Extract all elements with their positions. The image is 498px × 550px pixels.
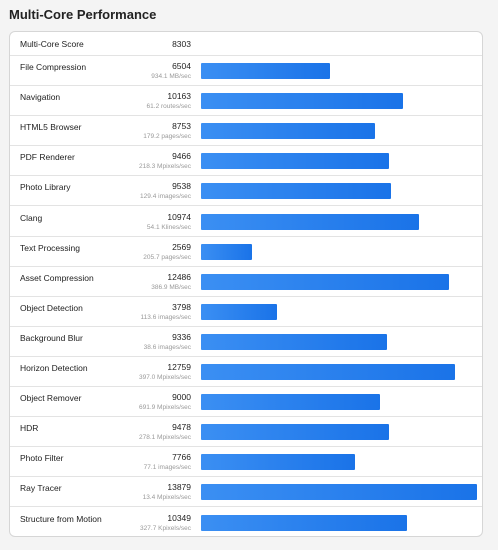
score-bar — [201, 243, 252, 260]
score-bar — [201, 183, 391, 200]
benchmark-detail: 397.0 Mpixels/sec — [138, 374, 191, 381]
benchmark-row: Structure from Motion 10349 327.7 Kpixels/… — [10, 508, 482, 537]
benchmark-score: 9466 — [172, 151, 191, 162]
benchmark-row: File Compression 6504 934.1 MB/sec — [10, 56, 482, 87]
benchmark-score: 9000 — [172, 392, 191, 403]
benchmark-score: 9538 — [172, 181, 191, 192]
benchmark-detail: 129.4 images/sec — [140, 193, 191, 201]
benchmark-name: File Compression — [20, 62, 87, 72]
score-bar — [201, 333, 387, 350]
score-bar — [201, 424, 389, 441]
score-bar — [201, 93, 403, 110]
benchmark-detail: 327.7 Kpixels/sec — [140, 524, 191, 532]
benchmark-name: Object Detection — [20, 302, 83, 313]
benchmark-detail: 205.7 pages/sec — [143, 253, 191, 261]
benchmark-score: 9478 — [172, 422, 191, 433]
benchmark-score: 7766 — [172, 452, 191, 463]
score-bar — [201, 303, 277, 320]
score-bar — [201, 484, 477, 501]
benchmark-detail: 179.2 pages/sec — [143, 133, 191, 141]
benchmark-row: PDF Renderer 9466 218.3 Mpixels/sec — [10, 146, 482, 177]
benchmark-row: Text Processing 2569 205.7 pages/sec — [10, 237, 482, 267]
summary-label: Multi-Core Score — [20, 39, 84, 49]
benchmark-row: Navigation 10163 61.2 routes/sec — [10, 86, 482, 117]
benchmark-name: Background Blur — [20, 332, 83, 343]
summary-score: 8303 — [172, 39, 191, 49]
score-bar — [201, 123, 375, 140]
score-bar — [201, 454, 355, 471]
benchmark-row: Object Detection 3798 113.6 images/sec — [10, 297, 482, 327]
benchmark-detail: 278.1 Mpixels/sec — [138, 434, 191, 442]
benchmark-score: 9336 — [172, 331, 191, 342]
page-title: Multi-Core Performance — [9, 7, 157, 22]
benchmark-detail: 13.4 Mpixels/sec — [142, 494, 191, 502]
benchmark-row: Object Remover 9000 691.9 Mpixels/sec — [10, 387, 482, 418]
benchmark-score: 10349 — [167, 512, 191, 523]
benchmark-name: PDF Renderer — [20, 152, 75, 163]
benchmark-row: HTML5 Browser 8753 179.2 pages/sec — [10, 116, 482, 147]
score-bar — [201, 213, 419, 230]
benchmark-name: HTML5 Browser — [20, 122, 82, 133]
benchmark-detail: 61.2 routes/sec — [146, 103, 191, 111]
score-bar — [201, 514, 407, 531]
benchmark-name: Asset Compression — [20, 272, 94, 283]
benchmark-detail: 38.6 images/sec — [143, 343, 191, 351]
benchmark-score: 10163 — [167, 91, 191, 102]
benchmark-name: Horizon Detection — [20, 363, 88, 373]
benchmark-row: Clang 10974 54.1 Klines/sec — [10, 207, 482, 237]
benchmark-name: Structure from Motion — [20, 513, 102, 524]
benchmark-detail: 691.9 Mpixels/sec — [138, 404, 191, 412]
benchmark-score: 12486 — [167, 271, 191, 282]
benchmark-detail: 934.1 MB/sec — [151, 73, 191, 80]
benchmark-table: Multi-Core Score 8303 File Compression 65… — [9, 31, 483, 537]
benchmark-row: Photo Library 9538 129.4 images/sec — [10, 176, 482, 207]
benchmark-row: Asset Compression 12486 386.9 MB/sec — [10, 267, 482, 297]
score-bar — [201, 63, 330, 79]
benchmark-name: Clang — [20, 212, 43, 223]
benchmark-name: Photo Library — [20, 182, 71, 193]
benchmark-detail: 54.1 Klines/sec — [146, 223, 191, 231]
benchmark-score: 3798 — [172, 301, 191, 312]
benchmark-score: 6504 — [172, 61, 191, 71]
score-bar — [201, 153, 389, 170]
benchmark-detail: 77.1 images/sec — [143, 464, 191, 472]
benchmark-name: Photo Filter — [20, 453, 64, 464]
benchmark-detail: 218.3 Mpixels/sec — [138, 163, 191, 171]
benchmark-row: Background Blur 9336 38.6 images/sec — [10, 327, 482, 357]
summary-row: Multi-Core Score 8303 — [10, 32, 482, 56]
benchmark-name: HDR — [20, 423, 39, 434]
benchmark-name: Object Remover — [20, 393, 82, 404]
benchmark-row: Ray Tracer 13879 13.4 Mpixels/sec — [10, 477, 482, 508]
benchmark-row: Photo Filter 7766 77.1 images/sec — [10, 447, 482, 478]
score-bar — [201, 273, 449, 290]
benchmark-score: 8753 — [172, 121, 191, 132]
benchmark-row: HDR 9478 278.1 Mpixels/sec — [10, 417, 482, 448]
score-bar — [201, 364, 455, 380]
score-bar — [201, 394, 380, 411]
benchmark-name: Navigation — [20, 92, 61, 103]
benchmark-name: Text Processing — [20, 242, 80, 253]
benchmark-score: 2569 — [172, 241, 191, 252]
benchmark-score: 10974 — [167, 211, 191, 222]
benchmark-name: Ray Tracer — [20, 483, 62, 494]
benchmark-detail: 386.9 MB/sec — [151, 283, 191, 291]
benchmark-score: 12759 — [167, 362, 191, 372]
benchmark-score: 13879 — [167, 482, 191, 493]
benchmark-detail: 113.6 images/sec — [140, 313, 191, 321]
benchmark-row: Horizon Detection 12759 397.0 Mpixels/sec — [10, 357, 482, 388]
